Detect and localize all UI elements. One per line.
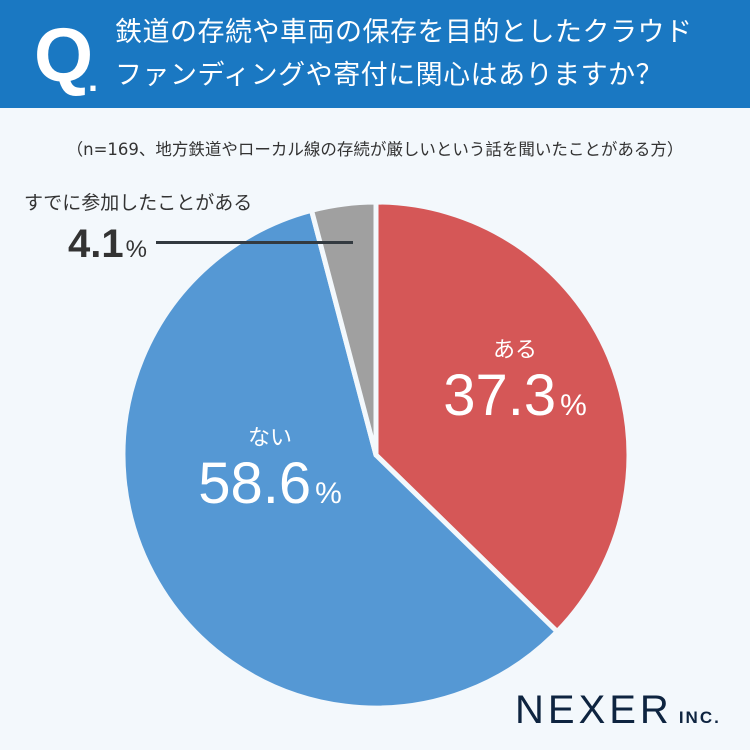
- logo-main: NEXER: [515, 688, 673, 732]
- question-line-1: 鉄道の存続や車両の保存を目的としたクラウド: [115, 17, 693, 48]
- logo-sub: INC.: [678, 708, 721, 727]
- q-mark: Q: [34, 13, 93, 98]
- slice-unit: %: [560, 389, 587, 422]
- slice-label-participated-category: すでに参加したことがある: [24, 192, 253, 214]
- leader-line: [156, 241, 353, 244]
- slice-label-participated-value: 4.1%: [68, 222, 147, 267]
- question-header: Q . 鉄道の存続や車両の保存を目的としたクラウド ファンディングや寄付に関心は…: [0, 0, 750, 108]
- slice-unit: %: [315, 477, 342, 510]
- pie-slice: [373, 199, 632, 635]
- pie-slice: [309, 199, 379, 458]
- slice-category: ある: [492, 338, 537, 363]
- slice-label-nai: ない 58.6%: [175, 425, 365, 515]
- sample-note: （n=169、地方鉄道やローカル線の存続が厳しいという話を聞いたことがある方）: [66, 140, 684, 159]
- nexer-logo: NEXER INC.: [515, 688, 721, 733]
- slice-category: ない: [247, 426, 292, 451]
- slice-value: 58.6: [198, 451, 312, 516]
- slice-value: 4.1: [68, 222, 124, 266]
- question-line-2: ファンディングや寄付に関心はありますか？: [115, 60, 664, 91]
- q-dot: .: [88, 58, 99, 99]
- slice-label-aru: ある 37.3%: [425, 337, 605, 427]
- slice-value: 37.3: [443, 363, 557, 428]
- slice-unit: %: [125, 236, 147, 263]
- pie-slice: [120, 207, 560, 711]
